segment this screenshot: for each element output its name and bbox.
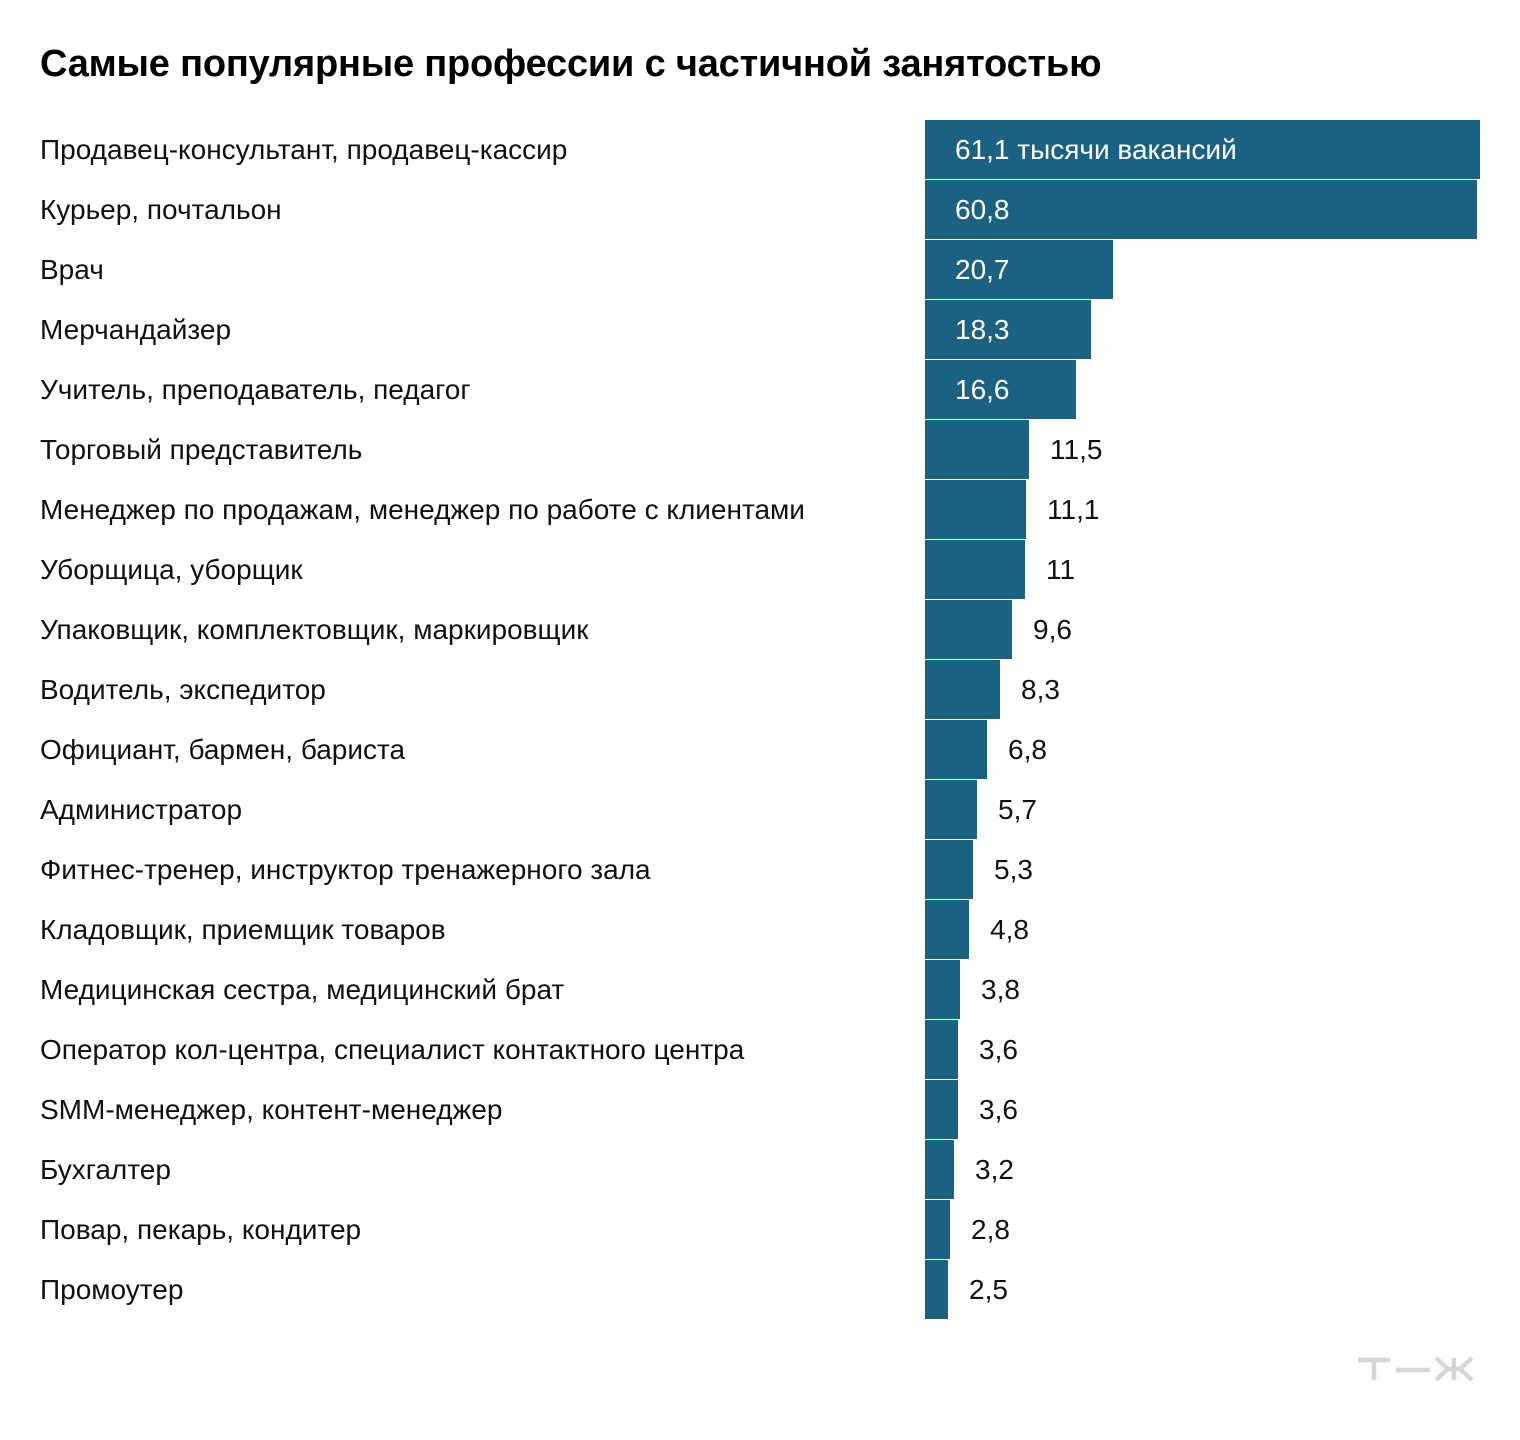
bar <box>925 780 977 839</box>
value-label: 5,7 <box>998 794 1037 825</box>
bar-row: Медицинская сестра, медицинский брат 3,8 <box>40 960 1020 1019</box>
category-label: Официант, бармен, бариста <box>40 734 406 765</box>
bar <box>925 720 987 779</box>
value-label: 2,8 <box>971 1214 1010 1245</box>
bar <box>925 120 1480 179</box>
bar-row: Врач 20,7 <box>40 240 1113 299</box>
category-label: Повар, пекарь, кондитер <box>40 1214 361 1245</box>
value-label: 6,8 <box>1008 734 1047 765</box>
category-label: Торговый представитель <box>40 434 362 465</box>
value-label: 3,8 <box>981 974 1020 1005</box>
bar-row: Упаковщик, комплектовщик, маркировщик 9,6 <box>40 600 1072 659</box>
bar-row: Бухгалтер 3,2 <box>40 1140 1014 1199</box>
bar <box>925 1200 950 1259</box>
category-label: Оператор кол-центра, специалист контактн… <box>40 1034 745 1065</box>
category-label: Упаковщик, комплектовщик, маркировщик <box>40 614 589 645</box>
value-label: 11,1 <box>1047 494 1099 525</box>
category-label: Фитнес-тренер, инструктор тренажерного з… <box>40 854 651 885</box>
value-label: 9,6 <box>1033 614 1072 645</box>
value-label: 16,6 <box>955 374 1010 405</box>
category-label: Курьер, почтальон <box>40 194 282 225</box>
value-label: 60,8 <box>955 194 1010 225</box>
bar-row: Продавец-консультант, продавец-кассир 61,… <box>40 120 1480 179</box>
bar <box>925 960 960 1019</box>
bar-row: SMM-менеджер, контент-менеджер 3,6 <box>40 1080 1018 1139</box>
bar-row: Оператор кол-центра, специалист контактн… <box>40 1020 1018 1079</box>
bar <box>925 540 1025 599</box>
bar <box>925 660 1000 719</box>
bar <box>925 300 1091 359</box>
bar-row: Фитнес-тренер, инструктор тренажерного з… <box>40 840 1033 899</box>
bar <box>925 480 1026 539</box>
bar <box>925 1020 958 1079</box>
value-label: 3,2 <box>975 1154 1014 1185</box>
value-label: 4,8 <box>990 914 1029 945</box>
value-label: 3,6 <box>979 1094 1018 1125</box>
value-label: 11 <box>1046 554 1075 585</box>
bar-row: Менеджер по продажам, менеджер по работе… <box>40 480 1099 539</box>
category-label: Промоутер <box>40 1274 183 1305</box>
category-label: Мерчандайзер <box>40 314 231 345</box>
bar <box>925 1080 958 1139</box>
bar-row: Промоутер 2,5 <box>40 1260 1008 1319</box>
value-label: 61,1 тысячи вакансий <box>955 134 1237 165</box>
value-label: 8,3 <box>1021 674 1060 705</box>
category-label: Кладовщик, приемщик товаров <box>40 914 446 945</box>
value-label: 18,3 <box>955 314 1010 345</box>
bar <box>925 180 1477 239</box>
category-label: Продавец-консультант, продавец-кассир <box>40 134 567 165</box>
value-label: 3,6 <box>979 1034 1018 1065</box>
bar <box>925 420 1029 479</box>
category-label: Бухгалтер <box>40 1154 171 1185</box>
category-label: Учитель, преподаватель, педагог <box>40 374 471 405</box>
bar <box>925 360 1076 419</box>
value-label: 20,7 <box>955 254 1010 285</box>
bar-row: Мерчандайзер 18,3 <box>40 300 1091 359</box>
chart-title: Самые популярные профессии с частичной з… <box>40 43 1102 85</box>
category-label: Администратор <box>40 794 242 825</box>
category-label: Уборщица, уборщик <box>40 554 303 585</box>
bar-row: Торговый представитель 11,5 <box>40 420 1102 479</box>
bar-row: Курьер, почтальон 60,8 <box>40 180 1477 239</box>
bar <box>925 900 969 959</box>
bar-row: Водитель, экспедитор 8,3 <box>40 660 1060 719</box>
category-label: Медицинская сестра, медицинский брат <box>40 974 564 1005</box>
bar-row: Кладовщик, приемщик товаров 4,8 <box>40 900 1029 959</box>
bar-row: Администратор 5,7 <box>40 780 1037 839</box>
tzh-logo <box>1358 1356 1474 1382</box>
bar <box>925 1140 954 1199</box>
category-label: Водитель, экспедитор <box>40 674 326 705</box>
bar-row: Уборщица, уборщик 11 <box>40 540 1075 599</box>
bar <box>925 240 1113 299</box>
value-label: 11,5 <box>1050 434 1102 465</box>
category-label: SMM-менеджер, контент-менеджер <box>40 1094 502 1125</box>
bar-row: Повар, пекарь, кондитер 2,8 <box>40 1200 1010 1259</box>
bar-row: Учитель, преподаватель, педагог 16,6 <box>40 360 1076 419</box>
value-label: 5,3 <box>994 854 1033 885</box>
category-label: Менеджер по продажам, менеджер по работе… <box>40 494 805 525</box>
bar <box>925 1260 948 1319</box>
value-label: 2,5 <box>969 1274 1008 1305</box>
category-label: Врач <box>40 254 104 285</box>
bar <box>925 840 973 899</box>
bar <box>925 600 1012 659</box>
bar-row: Официант, бармен, бариста 6,8 <box>40 720 1047 779</box>
